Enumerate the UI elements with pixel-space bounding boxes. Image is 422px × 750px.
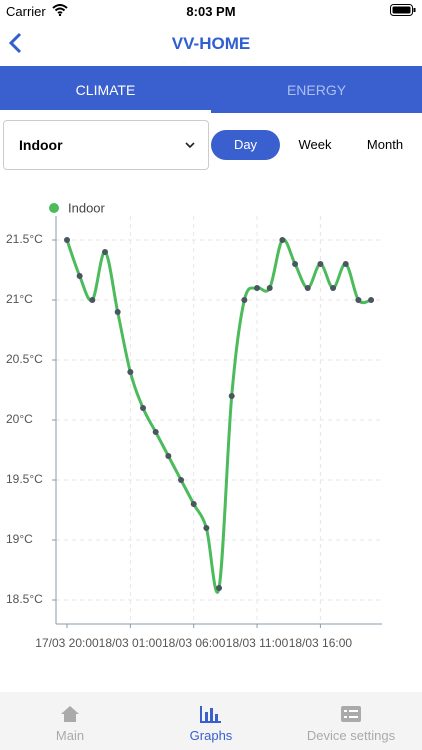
data-point [178,477,185,483]
data-point [241,297,248,303]
tab[interactable]: ENERGY [286,82,347,98]
battery-icon [390,4,416,16]
y-tick-label: 19°C [6,532,33,546]
home-icon [61,706,79,722]
data-point [254,285,261,291]
nav-item[interactable]: Device settings [306,728,396,743]
tab-indicator [0,110,211,113]
data-point [64,237,70,243]
nav-item[interactable]: Graphs [189,728,233,743]
y-tick-label: 21.5°C [6,232,43,246]
wifi-icon [52,4,68,16]
data-point [216,585,223,591]
x-tick-label: 17/03 20:00 [35,636,99,650]
data-point [304,285,311,291]
y-tick-label: 21°C [6,292,33,306]
settings-icon [341,706,361,722]
data-point [342,261,349,267]
y-tick-label: 18.5°C [6,592,43,606]
nav-item[interactable]: Main [55,728,85,743]
data-point [279,237,286,243]
data-point [127,369,134,375]
data-point [114,309,121,315]
data-point [190,501,197,507]
y-tick-label: 20°C [6,412,33,426]
back-button[interactable] [6,32,26,54]
series-line [65,238,372,594]
data-point [165,453,172,459]
period-button[interactable]: Day [211,130,280,160]
period-button[interactable]: Week [298,137,332,152]
y-tick-label: 19.5°C [6,472,43,486]
status-bar: Carrier 8:03 PM [0,0,422,22]
chevron [185,142,195,149]
legend-marker [49,203,59,213]
bottom-nav: Main Graphs Device settings [0,692,422,750]
tab-bar: CLIMATE ENERGY [0,66,422,113]
data-point [102,249,109,255]
data-point [89,297,96,303]
chart: Indoor 18.5°C 19°C 19.5°C 20°C 20.5°C 21°C 21.5… [6,200,382,650]
x-tick-label: 18/03 06:00 [162,636,226,650]
location-select[interactable]: Indoor [3,120,209,170]
data-point [76,273,83,279]
graphs-icon [200,706,221,723]
select-value: Indoor [19,137,63,153]
period-button[interactable]: Month [366,137,404,152]
data-point [152,429,159,435]
carrier: Carrier [6,4,46,19]
y-tick-label: 20.5°C [6,352,43,366]
data-point [266,285,273,291]
data-point [140,405,147,411]
x-tick-label: 18/03 11:00 [226,636,289,650]
data-point [292,261,299,267]
clock: 8:03 PM [186,4,236,19]
header-title: VV-HOME [171,34,251,53]
data-point [330,285,337,291]
x-tick-label: 18/03 16:00 [289,636,353,650]
legend-label: Indoor [68,200,106,215]
data-point [228,393,235,399]
data-point [355,297,362,303]
x-tick-label: 18/03 01:00 [99,636,163,650]
tab[interactable]: CLIMATE [75,82,136,98]
data-point [317,261,324,267]
data-point [368,297,375,303]
data-point [203,525,210,531]
